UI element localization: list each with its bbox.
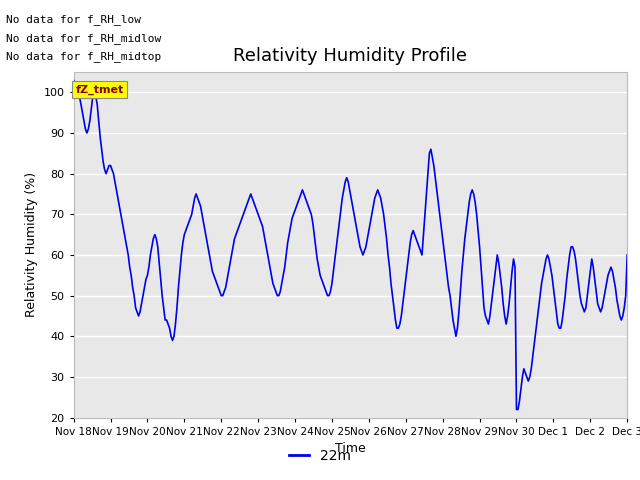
X-axis label: Time: Time [335,442,366,455]
Text: No data for f_RH_midtop: No data for f_RH_midtop [6,51,162,62]
Y-axis label: Relativity Humidity (%): Relativity Humidity (%) [25,172,38,317]
Text: No data for f_RH_low: No data for f_RH_low [6,14,141,25]
Title: Relativity Humidity Profile: Relativity Humidity Profile [234,47,467,65]
Text: No data for f_RH_midlow: No data for f_RH_midlow [6,33,162,44]
Text: fZ_tmet: fZ_tmet [76,84,124,95]
Legend: 22m: 22m [283,443,357,468]
